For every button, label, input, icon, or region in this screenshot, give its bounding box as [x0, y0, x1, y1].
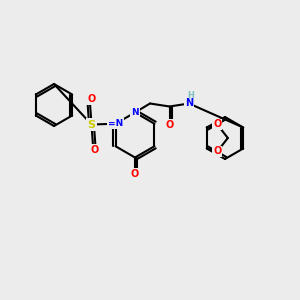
Text: =N: =N — [108, 119, 123, 128]
Text: O: O — [213, 119, 221, 130]
Text: O: O — [90, 145, 99, 155]
Text: N: N — [131, 108, 139, 117]
Text: N: N — [185, 98, 193, 109]
Text: O: O — [131, 169, 139, 179]
Text: S: S — [88, 119, 95, 130]
Text: H: H — [187, 92, 194, 100]
Text: O: O — [87, 94, 96, 104]
Text: O: O — [165, 120, 174, 130]
Text: O: O — [213, 146, 221, 157]
